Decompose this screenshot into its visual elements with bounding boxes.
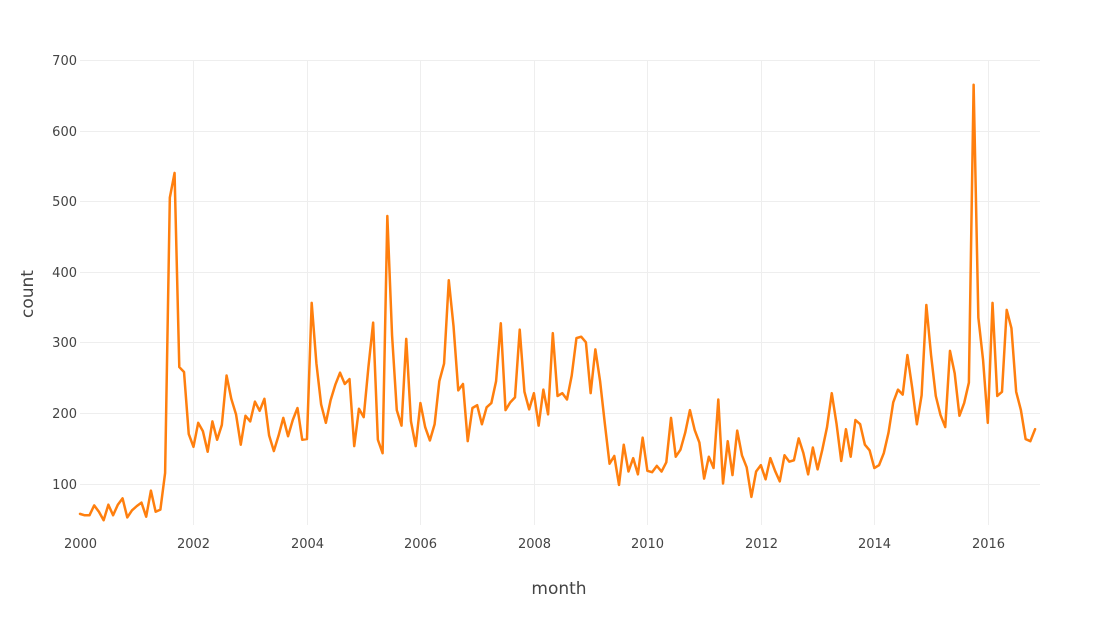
x-tick-label: 2008 <box>518 537 551 552</box>
y-tick-label: 500 <box>52 195 77 210</box>
tick-label-layer: 100 200 300 400 500 600 700 2000 2002 2004 2006 200… <box>52 54 1005 552</box>
y-tick-label: 700 <box>52 54 77 69</box>
y-axis-title: count <box>18 270 38 318</box>
series-layer <box>78 83 1037 522</box>
x-tick-label: 2002 <box>177 537 210 552</box>
x-tick-label: 2016 <box>972 537 1005 552</box>
y-tick-label: 600 <box>52 125 77 140</box>
x-axis-title: month <box>531 579 586 599</box>
x-tick-label: 2010 <box>631 537 664 552</box>
y-tick-label: 300 <box>52 336 77 351</box>
y-tick-label: 400 <box>52 266 77 281</box>
x-tick-label: 2006 <box>404 537 437 552</box>
x-tick-label: 2000 <box>64 537 97 552</box>
series-line <box>78 83 1037 522</box>
x-tick-label: 2014 <box>858 537 891 552</box>
y-tick-label: 100 <box>52 478 77 493</box>
y-tick-label: 200 <box>52 407 77 422</box>
x-tick-label: 2012 <box>745 537 778 552</box>
grid-layer <box>80 60 1040 525</box>
x-tick-label: 2004 <box>291 537 324 552</box>
